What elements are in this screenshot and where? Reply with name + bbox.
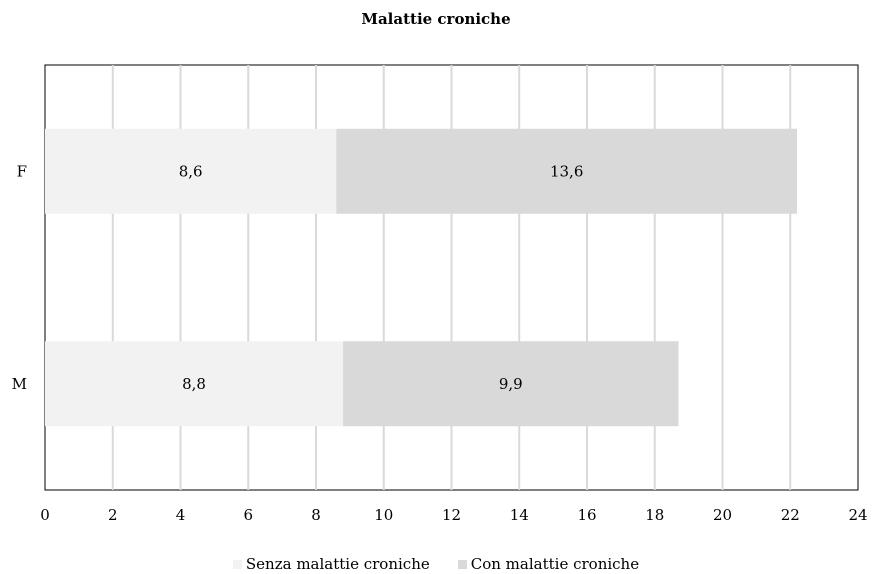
x-tick-label-22: 22 <box>781 506 800 524</box>
data-label-F-series-0: 8,6 <box>179 162 203 180</box>
x-tick-label-20: 20 <box>713 506 732 524</box>
bar-F-series-0 <box>45 128 337 214</box>
x-tick-label-18: 18 <box>645 506 664 524</box>
category-label-F: F <box>17 162 27 180</box>
legend-swatch-senza <box>232 559 242 569</box>
x-tick-label-24: 24 <box>848 506 867 524</box>
x-tick-label-6: 6 <box>243 506 253 524</box>
legend-swatch-con <box>457 559 467 569</box>
legend-label-con: Con malattie croniche <box>470 555 640 573</box>
legend-label-senza: Senza malattie croniche <box>245 555 430 573</box>
x-tick-label-12: 12 <box>442 506 461 524</box>
bar-M-series-1 <box>343 341 679 427</box>
x-tick-label-4: 4 <box>176 506 186 524</box>
x-tick-label-16: 16 <box>577 506 596 524</box>
x-tick-label-8: 8 <box>311 506 321 524</box>
legend: Senza malattie croniche Con malattie cro… <box>0 555 872 573</box>
x-tick-label-0: 0 <box>40 506 50 524</box>
legend-item-senza: Senza malattie croniche <box>232 555 430 573</box>
data-label-M-series-0: 8,8 <box>182 375 206 393</box>
x-tick-label-14: 14 <box>510 506 529 524</box>
bar-F-series-1 <box>336 128 798 214</box>
legend-item-con: Con malattie croniche <box>457 555 640 573</box>
bar-M-series-0 <box>45 341 344 427</box>
data-label-F-series-1: 13,6 <box>550 162 583 180</box>
data-label-M-series-1: 9,9 <box>499 375 523 393</box>
chart-title: Malattie croniche <box>361 10 511 28</box>
x-tick-label-2: 2 <box>108 506 118 524</box>
category-label-M: M <box>12 375 27 393</box>
x-tick-label-10: 10 <box>374 506 393 524</box>
